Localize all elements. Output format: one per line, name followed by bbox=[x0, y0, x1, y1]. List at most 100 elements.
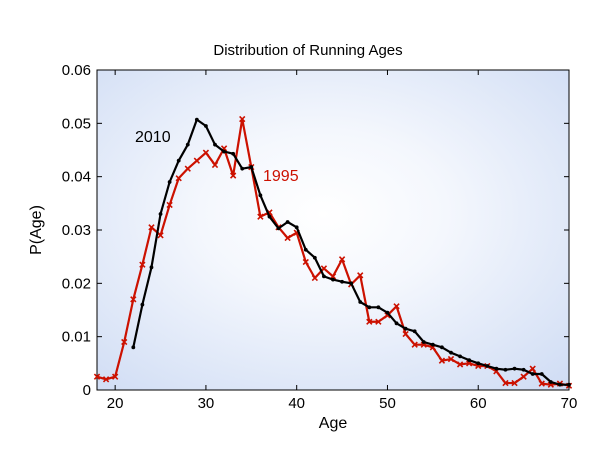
data-point-2010 bbox=[303, 247, 308, 252]
data-point-1995 bbox=[529, 365, 536, 372]
data-point-2010 bbox=[294, 225, 299, 230]
data-point-2010 bbox=[194, 117, 199, 122]
data-point-2010 bbox=[176, 158, 181, 163]
data-point-2010 bbox=[558, 382, 562, 387]
data-point-1995 bbox=[402, 330, 409, 338]
data-point-2010 bbox=[512, 366, 517, 371]
data-point-2010 bbox=[449, 350, 453, 355]
data-point-1995 bbox=[121, 338, 128, 346]
data-point-2010 bbox=[158, 212, 163, 216]
annotation-1995: 1995 bbox=[263, 168, 299, 185]
data-point-1995 bbox=[166, 201, 173, 209]
x-tick-label: 20 bbox=[107, 395, 124, 412]
y-tick-label: 0.02 bbox=[62, 275, 91, 292]
data-point-1995 bbox=[456, 361, 464, 368]
data-point-2010 bbox=[521, 367, 526, 372]
data-point-2010 bbox=[312, 255, 317, 260]
data-point-1995 bbox=[411, 341, 418, 348]
data-point-2010 bbox=[394, 321, 399, 326]
data-point-1995 bbox=[93, 373, 101, 380]
data-point-2010 bbox=[367, 305, 372, 310]
data-point-2010 bbox=[285, 220, 290, 224]
data-point-2010 bbox=[267, 214, 272, 219]
data-point-1995 bbox=[229, 172, 237, 179]
chart-title: Distribution of Running Ages bbox=[213, 42, 402, 59]
data-point-2010 bbox=[421, 340, 426, 344]
data-point-1995 bbox=[211, 161, 219, 169]
data-point-1995 bbox=[320, 265, 328, 272]
x-tick-label: 50 bbox=[379, 395, 396, 412]
data-point-2010 bbox=[503, 367, 508, 372]
data-point-2010 bbox=[467, 358, 472, 363]
data-point-1995 bbox=[375, 318, 382, 325]
data-point-1995 bbox=[357, 272, 364, 279]
data-point-2010 bbox=[530, 372, 535, 376]
data-point-2010 bbox=[322, 274, 326, 279]
data-point-1995 bbox=[193, 157, 201, 164]
data-point-2010 bbox=[539, 372, 544, 376]
data-point-1995 bbox=[148, 224, 155, 231]
data-point-1995 bbox=[102, 376, 110, 383]
data-point-2010 bbox=[548, 380, 553, 384]
data-point-2010 bbox=[231, 151, 236, 156]
data-point-2010 bbox=[149, 265, 154, 270]
y-axis-label: P(Age) bbox=[28, 205, 45, 255]
data-point-2010 bbox=[204, 124, 208, 128]
data-point-2010 bbox=[140, 302, 145, 307]
series-layer bbox=[93, 115, 573, 389]
x-tick-label: 40 bbox=[288, 395, 305, 412]
y-tick-label: 0.01 bbox=[62, 329, 91, 346]
data-point-2010 bbox=[240, 166, 245, 171]
data-point-1995 bbox=[511, 379, 518, 387]
data-point-2010 bbox=[403, 326, 408, 331]
data-point-2010 bbox=[249, 165, 254, 169]
plot-area bbox=[96, 69, 570, 391]
y-tick-label: 0.03 bbox=[62, 222, 91, 239]
data-point-2010 bbox=[567, 382, 571, 387]
y-tick-label: 0.04 bbox=[62, 169, 91, 186]
data-point-2010 bbox=[276, 226, 281, 231]
data-point-2010 bbox=[485, 364, 490, 368]
data-point-2010 bbox=[258, 193, 263, 198]
data-point-1995 bbox=[311, 274, 319, 282]
x-axis-label: Age bbox=[319, 415, 348, 432]
data-point-2010 bbox=[349, 281, 354, 286]
data-point-2010 bbox=[494, 366, 499, 371]
data-point-2010 bbox=[412, 329, 417, 334]
data-point-1995 bbox=[447, 355, 455, 363]
data-point-2010 bbox=[440, 345, 444, 350]
data-point-1995 bbox=[284, 234, 291, 242]
data-point-1995 bbox=[438, 357, 446, 364]
data-point-1995 bbox=[175, 175, 182, 182]
data-point-1995 bbox=[338, 256, 346, 263]
data-point-2010 bbox=[385, 310, 390, 315]
data-point-1995 bbox=[184, 165, 191, 172]
data-point-1995 bbox=[157, 232, 164, 239]
y-tick-label: 0.06 bbox=[62, 62, 91, 79]
annotation-2010: 2010 bbox=[135, 129, 171, 146]
data-point-2010 bbox=[458, 354, 462, 359]
data-point-1995 bbox=[139, 261, 146, 268]
series-2010 bbox=[131, 117, 571, 387]
data-point-1995 bbox=[366, 318, 373, 325]
data-point-1995 bbox=[538, 380, 545, 387]
axis-layer: 20 30 40 50 60 70 0 0.01 0.02 0.03 0.04 0.05 0.06 bbox=[62, 62, 578, 412]
data-point-2010 bbox=[213, 142, 217, 147]
data-point-2010 bbox=[358, 300, 363, 304]
data-point-1995 bbox=[393, 303, 400, 310]
x-tick-label: 30 bbox=[198, 395, 215, 412]
data-point-1995 bbox=[202, 149, 210, 156]
data-point-1995 bbox=[239, 115, 246, 123]
x-tick-label: 70 bbox=[561, 395, 578, 412]
data-point-1995 bbox=[502, 379, 509, 387]
data-point-2010 bbox=[222, 149, 226, 154]
data-point-2010 bbox=[340, 279, 344, 284]
y-tick-label: 0.05 bbox=[62, 115, 91, 132]
data-point-2010 bbox=[430, 342, 435, 347]
data-point-1995 bbox=[111, 373, 119, 380]
data-point-1995 bbox=[520, 373, 527, 380]
data-point-1995 bbox=[130, 296, 137, 303]
x-tick-label: 60 bbox=[470, 395, 487, 412]
data-point-2010 bbox=[376, 305, 381, 310]
